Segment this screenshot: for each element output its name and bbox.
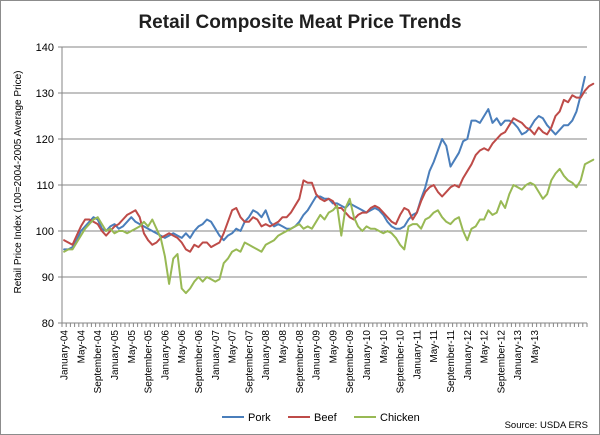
x-tick-label: September-05 (144, 330, 155, 394)
series-line-pork (63, 75, 586, 251)
y-tick-label: 90 (42, 272, 54, 284)
x-tick-label: May-08 (278, 330, 289, 364)
legend: Pork Beef Chicken (222, 412, 420, 424)
x-tick-label: January-08 (261, 330, 272, 380)
x-tick-label: May-09 (328, 330, 339, 364)
x-tick-label: May-04 (76, 330, 87, 364)
legend-item-pork: Pork (222, 412, 271, 424)
legend-item-beef: Beef (288, 412, 338, 424)
y-gridlines (62, 46, 587, 278)
y-tick-label: 100 (36, 226, 54, 238)
x-tick-label: September-07 (244, 330, 255, 394)
x-tick-label: September-08 (295, 330, 306, 394)
y-tick-label: 110 (36, 180, 54, 192)
y-tick-label: 120 (36, 134, 54, 146)
y-tick-label: 80 (42, 318, 54, 330)
x-tick-label: January-13 (513, 330, 524, 380)
x-tick-label: January-09 (312, 330, 323, 380)
x-tick-label: September-06 (194, 330, 205, 394)
x-tick-label: May-07 (228, 330, 239, 364)
y-axis-title: Retail Price Index (100=2004-2005 Averag… (13, 70, 24, 293)
x-tick-label: January-05 (110, 330, 121, 380)
series-lines (63, 75, 595, 295)
y-axis: 80 90 100 110 120 130 140 (36, 42, 62, 330)
x-tick-label: January-10 (362, 330, 373, 380)
x-tick-label: September-12 (496, 330, 507, 394)
series-line-chicken (63, 158, 595, 295)
x-tick-label: September-10 (396, 330, 407, 394)
x-tick-label: January-12 (463, 330, 474, 380)
x-tick-label: September-09 (345, 330, 356, 394)
legend-item-chicken: Chicken (354, 412, 420, 424)
legend-label: Pork (248, 412, 271, 424)
x-tick-label: May-10 (379, 330, 390, 364)
x-tick-label: May-06 (177, 330, 188, 364)
x-tick-label: September-11 (446, 330, 457, 393)
y-tick-label: 130 (36, 88, 54, 100)
legend-label: Chicken (380, 412, 420, 424)
x-tick-label: May-05 (127, 330, 138, 364)
x-tick-label: January-06 (160, 330, 171, 380)
x-tick-label: January-11 (412, 330, 423, 380)
x-tick-label: May-12 (480, 330, 491, 364)
legend-label: Beef (314, 412, 338, 424)
source-note: Source: USDA ERS (505, 420, 588, 431)
x-tick-label: May-13 (530, 330, 541, 364)
series-line-beef (63, 82, 595, 253)
chart-title: Retail Composite Meat Price Trends (138, 12, 461, 33)
x-tick-label: September-04 (93, 330, 104, 394)
x-axis: January-04 May-04 September-04 January-05 Ma… (60, 323, 588, 394)
y-tick-label: 140 (36, 42, 54, 54)
x-tick-label: January-07 (211, 330, 222, 380)
x-tick-label: January-04 (60, 330, 71, 380)
x-tick-label: May-11 (429, 330, 440, 363)
